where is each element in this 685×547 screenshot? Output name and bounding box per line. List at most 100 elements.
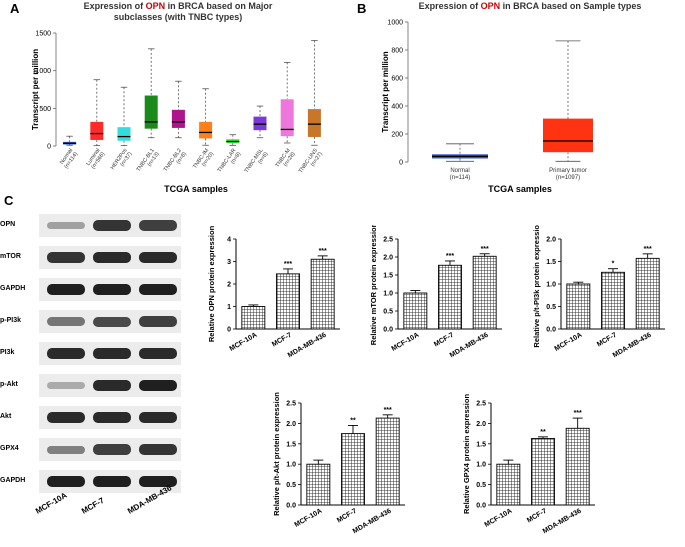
bar-significance: *** <box>319 248 327 255</box>
panel-b-ytick-label: 400 <box>391 104 403 111</box>
blot-band <box>47 283 85 296</box>
blot-band <box>93 444 131 455</box>
panel-b-ylabel: Transcript per million <box>381 51 390 132</box>
bar-ytick-label: 0.5 <box>546 304 556 311</box>
gpx4-bar-chart: 0.0 0.5 1.0 1.5 2.0 2.5 Relative GPX4 protein … <box>462 394 595 535</box>
panel-a-xtick-label: TNBC-LAR(n=8) <box>217 148 243 178</box>
blot-band <box>47 411 85 424</box>
bar-ylabel: Relative p/t-Akt protein expression <box>272 392 281 516</box>
bar-ytick-label: 2 <box>227 282 231 289</box>
blot-strip <box>39 246 181 269</box>
blot-band <box>139 251 177 264</box>
panel-b-ytick-label: 600 <box>391 76 403 83</box>
bar-xtick-label: MDA-MB-436 <box>449 332 490 360</box>
bar-significance: *** <box>284 261 292 268</box>
panel-a-xtick-label: TNBC-BL1(n=13) <box>136 148 161 177</box>
blot-strip <box>39 310 181 333</box>
panel-a-title: Expression of OPN in BRCA based on Major <box>84 1 273 11</box>
blot-strip <box>39 342 181 365</box>
bar-ytick-label: 1.0 <box>546 282 556 289</box>
bar-xtick-label: MCF-10A <box>229 332 259 353</box>
panel-a-boxplot: Expression of OPN in BRCA based on Major… <box>31 1 324 194</box>
bar-mcf-10a <box>496 463 521 506</box>
bar-ytick-label: 0.5 <box>476 482 486 489</box>
panel-a-ylabel: Transcript per million <box>31 49 40 130</box>
bar-ytick-label: 2.0 <box>546 237 556 244</box>
panel-a-ytick-label: 1500 <box>35 31 51 38</box>
panel-a-ytick-label: 500 <box>39 106 51 113</box>
bar-significance: *** <box>644 246 652 253</box>
panel-a-box-9-box <box>307 109 321 137</box>
panel-a-box-7-box <box>253 116 267 131</box>
bar-mda-mb-436 <box>472 255 497 330</box>
bar-ytick-label: 4 <box>227 237 231 244</box>
bar-ytick-label: 1.0 <box>383 291 393 298</box>
blot-label: OPN <box>0 221 16 228</box>
bar-significance: ** <box>540 429 546 436</box>
panel-a-xtick-label: Luminal(n=566) <box>85 148 106 171</box>
bar-ytick-label: 0.5 <box>286 482 296 489</box>
blot-band <box>93 283 131 296</box>
blot-strip <box>39 438 181 461</box>
bar-significance: *** <box>574 410 582 417</box>
bar-xtick-label: MCF-7 <box>526 508 548 525</box>
bar-mda-mb-436 <box>375 417 400 506</box>
bar-mcf-7 <box>601 271 625 330</box>
bar-xtick-label: MCF-7 <box>271 332 293 349</box>
bar-ylabel: Relative mTOR protein expression <box>369 225 378 345</box>
blot-strip <box>39 214 181 237</box>
blot-band <box>93 411 131 424</box>
bar-ytick-label: 0.5 <box>383 309 393 316</box>
blot-band <box>47 222 85 229</box>
bar-ytick-label: 3 <box>227 259 231 266</box>
bar-ytick-label: 1.0 <box>476 462 486 469</box>
panel-b-xtick-n: (n=114) <box>450 175 470 181</box>
panel-label-a: A <box>10 1 20 16</box>
bar-significance: *** <box>446 253 454 260</box>
blot-band <box>47 382 85 389</box>
blot-band <box>139 475 177 488</box>
blot-band <box>139 316 177 327</box>
bar-ytick-label: 2.5 <box>476 401 486 408</box>
panel-a-box-4-box <box>171 109 185 128</box>
blot-band <box>139 283 177 296</box>
blot-band <box>93 347 131 360</box>
bar-significance: *** <box>481 246 489 253</box>
panel-a-box-2-box <box>117 127 131 141</box>
bar-xtick-label: MDA-MB-436 <box>612 332 653 360</box>
panel-b-ytick-label: 1000 <box>387 20 403 27</box>
bar-xtick-label: MCF-7 <box>596 332 618 349</box>
bar-mcf-7 <box>341 433 365 506</box>
blot-band <box>47 445 85 454</box>
bar-xtick-label: MCF-10A <box>554 332 584 353</box>
blot-label: GPX4 <box>0 445 19 452</box>
panel-a-xtick-label: Normal(n=114) <box>59 148 80 170</box>
bar-xtick-label: MCF-10A <box>294 508 324 529</box>
blot-label: GAPDH <box>0 477 26 484</box>
bar-ytick-label: 2.0 <box>383 255 393 262</box>
blot-band <box>47 252 85 263</box>
panel-b-boxplot: Expression of OPN in BRCA based on Sampl… <box>381 1 642 194</box>
panel-b-title: Expression of OPN in BRCA based on Sampl… <box>419 1 642 11</box>
panel-b-box-1-box <box>543 118 593 153</box>
bar-ylabel: Relative GPX4 protein expression <box>462 394 471 514</box>
blot-band <box>93 220 131 231</box>
bar-ytick-label: 1.5 <box>546 259 556 266</box>
bar-ylabel: Relative OPN protein expression <box>207 225 216 342</box>
blot-label: p-Akt <box>0 381 18 388</box>
bar-significance: * <box>612 261 615 268</box>
bar-xtick-label: MCF-7 <box>433 332 455 349</box>
panel-b-xtick-n: (n=1097) <box>556 175 580 181</box>
blot-band <box>47 347 85 360</box>
panel-a-ytick-label: 0 <box>47 144 51 151</box>
bar-mda-mb-436 <box>310 258 335 330</box>
blot-strip <box>39 278 181 301</box>
bar-xtick-label: MDA-MB-436 <box>287 332 328 360</box>
blot-band <box>139 347 177 360</box>
bar-ytick-label: 0 <box>227 327 231 334</box>
blot-strip <box>39 406 181 429</box>
opn-bar-chart: 0 1 2 3 4 Relative OPN protein expression MCF-… <box>207 225 340 360</box>
blot-strip <box>39 374 181 397</box>
blot-label: Akt <box>0 413 12 420</box>
bar-ytick-label: 0.0 <box>383 327 393 334</box>
